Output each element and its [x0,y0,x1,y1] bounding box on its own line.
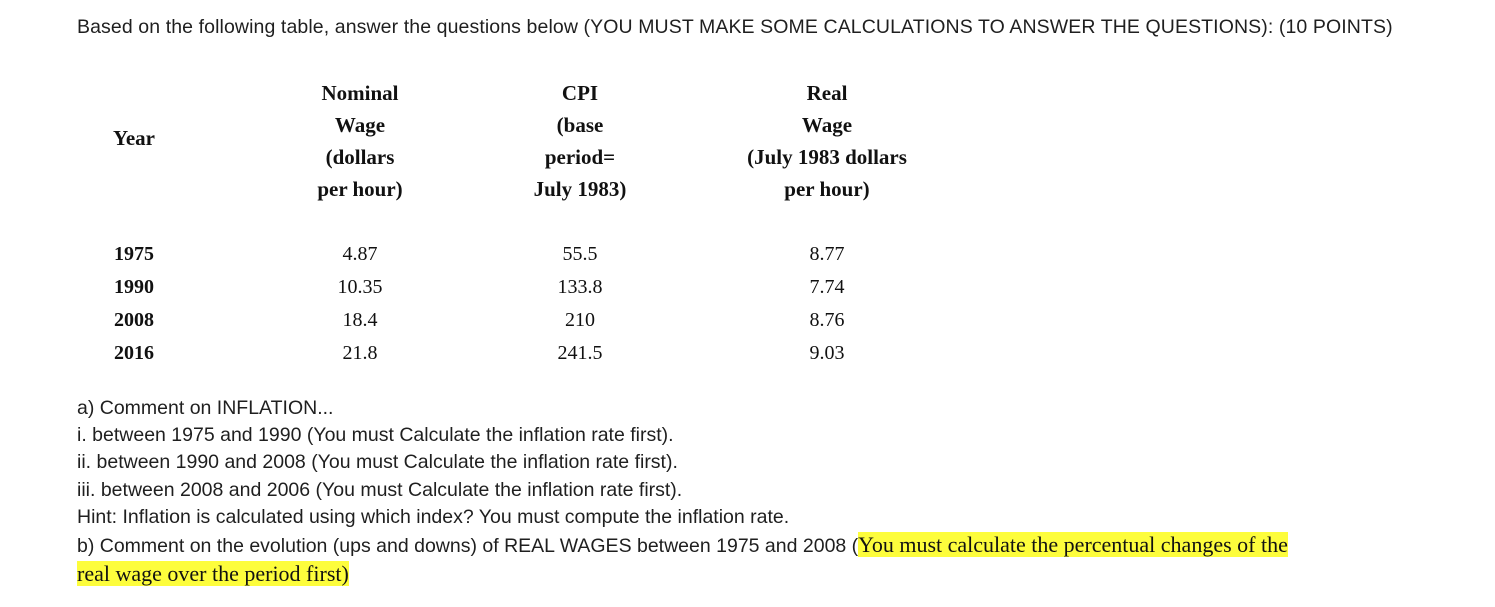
real-header-line: Real [806,81,848,105]
nominal-wage-cell: 18.4 [342,309,378,331]
table-row: 2016 21.8 241.5 9.03 [0,342,1495,375]
nominal-header-line: (dollars [325,145,395,169]
question-list: a) Comment on INFLATION... i. between 19… [77,395,1288,589]
real-header-line: Wage [801,113,853,137]
year-cell: 2008 [114,309,154,331]
real-wage-cell: 7.74 [809,276,845,298]
question-b-text: b) Comment on the evolution (ups and dow… [77,535,859,558]
real-wage-cell: 8.77 [809,243,845,265]
question-b-highlight: real wage over the period first) [77,561,349,587]
cpi-cell: 241.5 [557,342,603,364]
cpi-cell: 210 [565,309,595,331]
cpi-cell: 133.8 [557,276,603,298]
real-wage-column-header: Real Wage (July 1983 dollars per hour) [747,77,907,205]
hint-text: Hint: Inflation is calculated using whic… [77,505,790,528]
real-wage-cell: 9.03 [809,342,845,364]
nominal-wage-cell: 10.35 [337,276,383,298]
cpi-header-line: (base [556,113,604,137]
cpi-column-header: CPI (base period= July 1983) [534,77,627,205]
question-a-ii: ii. between 1990 and 2008 (You must Calc… [77,451,678,474]
nominal-header-line: Wage [334,113,386,137]
year-cell: 2016 [114,342,154,364]
year-column-header: Year [113,126,155,150]
year-cell: 1975 [114,243,154,265]
question-a-i: i. between 1975 and 1990 (You must Calcu… [77,424,674,447]
table-row: 1975 4.87 55.5 8.77 [0,243,1495,276]
nominal-header-line: per hour) [317,177,403,201]
cpi-header-line: period= [544,145,616,169]
cpi-header-line: July 1983) [533,177,627,201]
cpi-header-line: CPI [561,81,599,105]
question-b: b) Comment on the evolution (ups and dow… [77,531,1288,560]
table-row: 1990 10.35 133.8 7.74 [0,276,1495,309]
question-a-iii: iii. between 2008 and 2006 (You must Cal… [77,478,683,501]
question-b-highlight: You must calculate the percentual change… [858,532,1288,558]
cpi-cell: 55.5 [562,243,598,265]
table-row: 2008 18.4 210 8.76 [0,309,1495,342]
nominal-wage-column-header: Nominal Wage (dollars per hour) [317,77,402,205]
nominal-header-line: Nominal [321,81,399,105]
real-wage-cell: 8.76 [809,309,845,331]
nominal-wage-cell: 4.87 [342,243,378,265]
assignment-instructions: Based on the following table, answer the… [77,16,1393,38]
question-b-continued: real wage over the period first) [77,560,1288,589]
question-a: a) Comment on INFLATION... [77,397,334,419]
wage-cpi-table: Year Nominal Wage (dollars per hour) CPI… [0,77,1495,375]
real-header-line: per hour) [784,177,870,201]
year-cell: 1990 [114,276,154,298]
nominal-wage-cell: 21.8 [342,342,378,364]
real-header-line: (July 1983 dollars [747,145,907,169]
